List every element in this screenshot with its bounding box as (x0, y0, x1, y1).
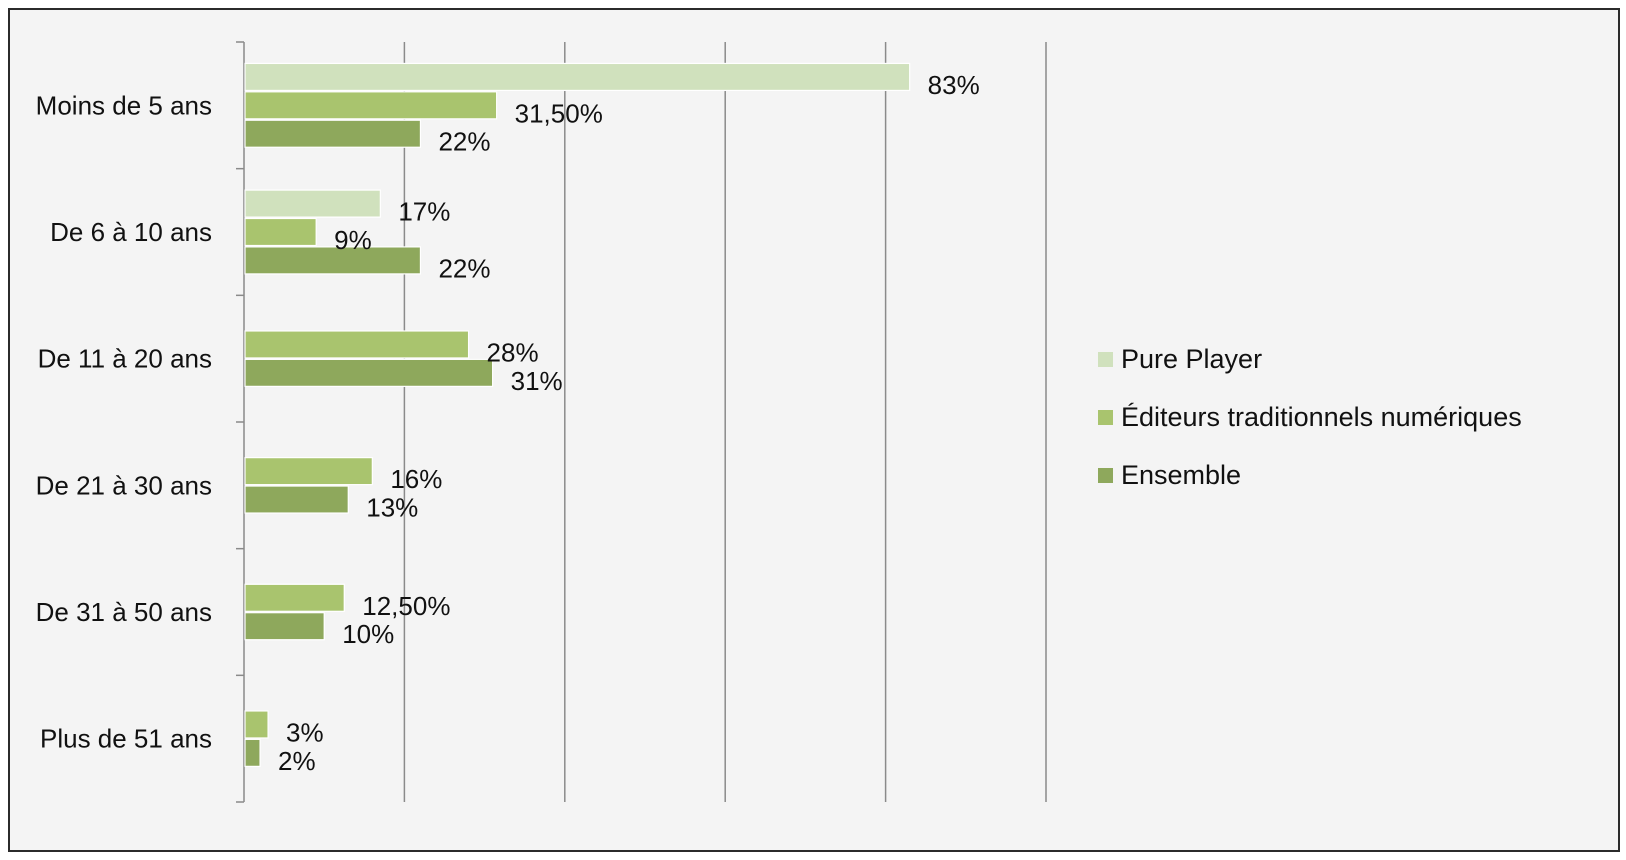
category-label: De 11 à 20 ans (38, 344, 212, 374)
chart-frame: 83% 31,50% 22% 17% 9% 22% 28% 31% 16% 13% 12,50% 10… (8, 8, 1620, 852)
bar-editeurs-traditionnels-numeriques (244, 330, 470, 359)
bar-ensemble (244, 738, 261, 767)
category-labels: Moins de 5 ans De 6 à 10 ans De 11 à 20 an… (36, 90, 212, 753)
category-label: Moins de 5 ans (36, 90, 212, 120)
bar-editeurs-traditionnels-numeriques (244, 457, 373, 486)
data-label: 22% (438, 127, 490, 157)
bar-ensemble (244, 485, 349, 514)
y-axis (236, 41, 245, 803)
bar-pure-player (244, 62, 911, 92)
bar-ensemble (244, 119, 422, 148)
bar-editeurs-traditionnels-numeriques (244, 91, 498, 120)
data-label: 22% (438, 253, 490, 283)
data-label: 17% (398, 197, 450, 227)
bar-editeurs-traditionnels-numeriques (244, 217, 317, 247)
legend-label-pure-player: Pure Player (1121, 344, 1262, 374)
gridlines (403, 42, 1047, 802)
bar-chart: 83% 31,50% 22% 17% 9% 22% 28%31% 16%13% 12,50%10… (36, 41, 1522, 803)
data-labels: 83% 31,50% 22% 17% 9% 22% 28%31% 16%13% 12,50%10… (278, 70, 980, 776)
legend-swatch-pure-player (1098, 352, 1113, 367)
data-label: 31,50% (515, 98, 603, 128)
data-label: 28% (487, 337, 539, 367)
legend: Pure Player Éditeurs traditionnels numéri… (1098, 344, 1522, 490)
category-label: De 21 à 30 ans (36, 470, 212, 500)
bar-editeurs-traditionnels-numeriques (244, 583, 345, 612)
data-label: 13% (366, 493, 418, 523)
bar-ensemble (244, 612, 325, 641)
data-label: 9% (334, 225, 372, 255)
data-label: 2% (278, 746, 316, 776)
legend-swatch-ensemble (1098, 468, 1113, 483)
category-label: De 6 à 10 ans (50, 217, 212, 247)
legend-swatch-editeurs-traditionnels-numeriques (1098, 410, 1113, 425)
bar-ensemble (244, 246, 422, 275)
bar-pure-player (244, 189, 381, 218)
category-label: Plus de 51 ans (40, 724, 212, 754)
legend-label-editeurs-traditionnels-numeriques: Éditeurs traditionnels numériques (1121, 402, 1522, 432)
bar-ensemble (244, 358, 494, 387)
bars (244, 62, 911, 767)
data-label: 12,50% (362, 591, 450, 621)
category-label: De 31 à 50 ans (36, 597, 212, 627)
data-label: 3% (286, 717, 324, 747)
data-label: 31% (511, 366, 563, 396)
data-label: 10% (342, 619, 394, 649)
data-label: 16% (390, 464, 442, 494)
bar-editeurs-traditionnels-numeriques (244, 710, 269, 739)
data-label: 83% (928, 70, 980, 100)
legend-label-ensemble: Ensemble (1121, 460, 1241, 490)
